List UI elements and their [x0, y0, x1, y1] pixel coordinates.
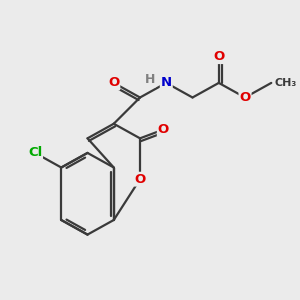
Text: H: H	[145, 74, 155, 86]
Text: Cl: Cl	[28, 146, 42, 159]
Text: O: O	[213, 50, 224, 63]
Text: N: N	[161, 76, 172, 89]
Text: O: O	[134, 173, 146, 186]
Text: O: O	[239, 91, 251, 104]
Text: O: O	[158, 123, 169, 136]
Text: CH₃: CH₃	[274, 78, 296, 88]
Text: O: O	[108, 76, 119, 89]
